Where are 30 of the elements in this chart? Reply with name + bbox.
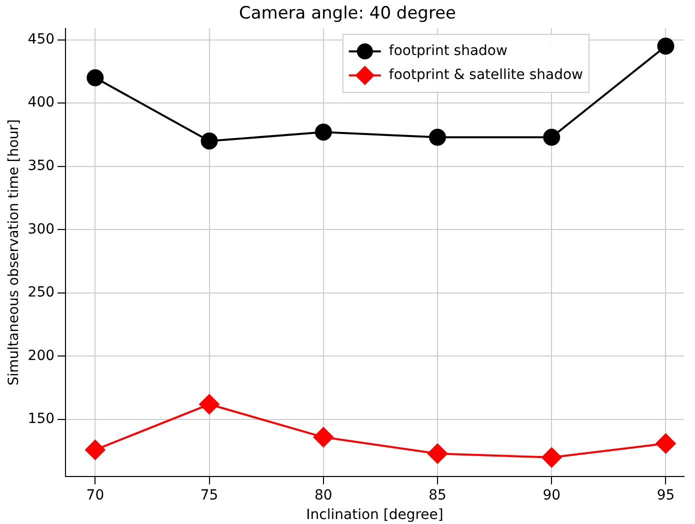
x-axis-title: Inclination [degree]	[306, 507, 444, 524]
point	[200, 132, 218, 150]
y-tick-label: 200	[28, 348, 55, 364]
x-tick-label: 85	[428, 487, 446, 504]
x-tick-label: 80	[314, 487, 332, 504]
point	[313, 427, 334, 448]
y-axis-title: Simultaneous observation time [hour]	[6, 119, 22, 386]
y-tick-label: 150	[28, 411, 55, 428]
chart-title: Camera angle: 40 degree	[238, 4, 456, 24]
x-tick-label: 70	[86, 487, 104, 504]
point	[657, 38, 674, 55]
y-tick-label: 400	[28, 94, 55, 111]
x-tick-label: 90	[542, 487, 561, 504]
point	[543, 128, 560, 146]
point	[314, 124, 332, 141]
y-tick-label: 250	[28, 284, 55, 301]
point	[85, 440, 106, 460]
point	[542, 447, 562, 468]
point	[428, 444, 448, 464]
y-tick-label: 300	[28, 221, 55, 238]
point	[86, 69, 104, 86]
x-tick-label: 95	[656, 487, 675, 504]
x-tick-label: 75	[200, 487, 218, 504]
point	[429, 128, 446, 146]
point	[656, 433, 676, 454]
point	[199, 394, 220, 414]
y-tick-label: 450	[28, 31, 55, 48]
legend-label: footprint shadow	[388, 43, 508, 60]
legend-label: footprint & satellite shadow	[388, 67, 584, 84]
y-tick-label: 350	[28, 158, 55, 174]
